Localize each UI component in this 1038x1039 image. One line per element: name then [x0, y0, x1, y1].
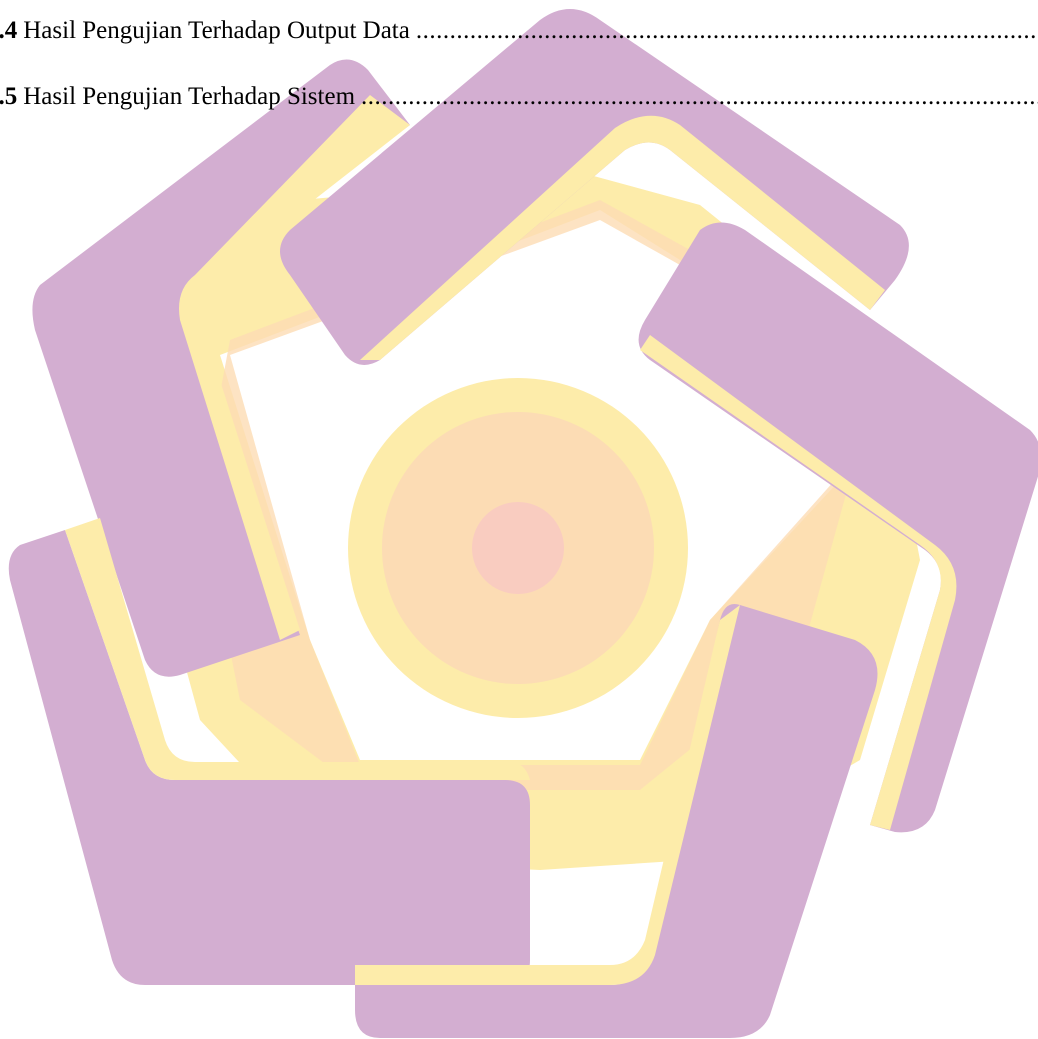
logo-arm-right [638, 222, 1038, 833]
logo-arm-left [32, 59, 410, 677]
logo-band-top [360, 115, 885, 360]
toc-item-number: 4.4 [0, 17, 18, 44]
logo-arm-bottom-right [355, 604, 878, 1038]
logo-arm-top [280, 9, 909, 365]
logo-core-circle [472, 502, 564, 594]
toc-item-title: Hasil Pengujian Terhadap Sistem [23, 83, 356, 110]
toc-dot-leader [416, 14, 1038, 48]
toc-dot-leader [361, 80, 1038, 114]
logo-band-left [179, 95, 410, 640]
toc-item-number: 4.5 [0, 83, 18, 110]
toc-item: 4.5 Hasil Pengujian Terhadap Sistem [0, 80, 1038, 114]
logo-arm-bottom-left [8, 530, 530, 985]
toc-item-title: Hasil Pengujian Terhadap Output Data [23, 17, 410, 44]
toc-item: 4.4 Hasil Pengujian Terhadap Output Data [0, 14, 1038, 48]
